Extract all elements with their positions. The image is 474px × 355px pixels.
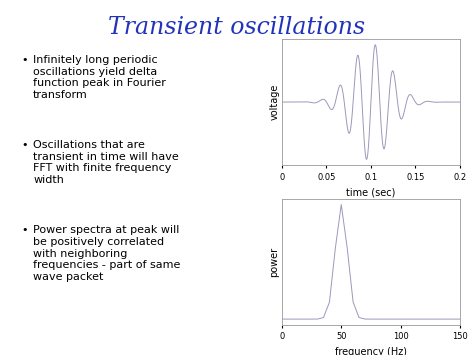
Text: •: • (21, 55, 28, 65)
Text: Oscillations that are
transient in time will have
FFT with finite frequency
widt: Oscillations that are transient in time … (33, 140, 179, 185)
Text: •: • (21, 140, 28, 150)
Y-axis label: power: power (269, 247, 279, 277)
Y-axis label: voltage: voltage (269, 84, 279, 120)
Text: •: • (21, 225, 28, 235)
Text: Infinitely long periodic
oscillations yield delta
function peak in Fourier
trans: Infinitely long periodic oscillations yi… (33, 55, 166, 100)
Text: Power spectra at peak will
be positively correlated
with neighboring
frequencies: Power spectra at peak will be positively… (33, 225, 181, 282)
X-axis label: time (sec): time (sec) (346, 187, 396, 197)
Text: Transient oscillations: Transient oscillations (109, 16, 365, 39)
X-axis label: frequency (Hz): frequency (Hz) (335, 347, 407, 355)
